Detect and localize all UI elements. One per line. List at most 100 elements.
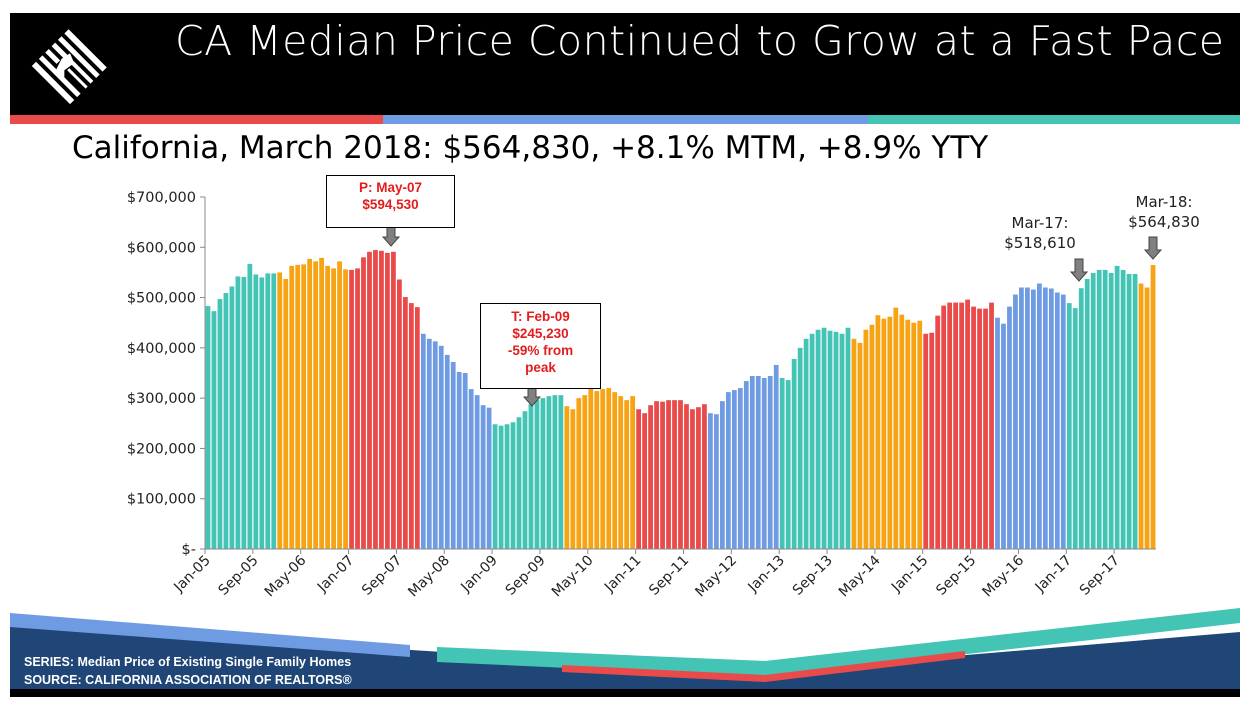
bar-2009-4 (510, 422, 516, 549)
bar-2008-9 (468, 389, 474, 549)
bar-2009-2 (498, 425, 504, 549)
bar-2011-5 (660, 401, 665, 549)
stripe-teal (868, 115, 1240, 124)
bar-2008-1 (420, 333, 426, 549)
bar-2016-10 (1048, 288, 1054, 549)
peak-label: P: May-07 (358, 180, 423, 195)
x-tick-label: Jan-09 (457, 553, 500, 596)
bar-2014-2 (857, 342, 863, 549)
bar-2010-10 (618, 396, 624, 549)
bar-2007-8 (391, 251, 396, 549)
arrow-peak-icon (381, 225, 401, 247)
y-tick-label: $- (182, 542, 196, 558)
bar-2013-6 (809, 333, 815, 549)
bar-2012-12 (773, 364, 779, 549)
mar18-note: Mar-18: $564,830 (1122, 192, 1206, 232)
bar-2014-10 (905, 319, 911, 549)
footer-black-bar (10, 689, 1240, 697)
bar-2017-4 (1084, 278, 1090, 549)
bar-2015-10 (977, 308, 982, 549)
bar-2017-9 (1114, 265, 1120, 549)
bar-2010-6 (594, 391, 600, 549)
chart-subtitle: California, March 2018: $564,830, +8.1% … (72, 130, 989, 166)
bar-2009-6 (522, 411, 528, 549)
bar-2006-1 (277, 272, 283, 549)
bar-2014-6 (881, 318, 887, 549)
x-tick-label: Sep-11 (646, 553, 692, 599)
arrow-mar18-icon (1143, 236, 1163, 260)
y-tick-label: $400,000 (127, 341, 196, 357)
bar-2005-10 (259, 277, 265, 549)
trough-label: T: Feb-09 (511, 309, 570, 324)
bar-2014-5 (875, 315, 881, 549)
trough-change: -59% from (507, 343, 574, 358)
bar-2014-12 (917, 320, 923, 549)
mar18-value: $564,830 (1128, 213, 1200, 231)
bar-2012-1 (708, 413, 713, 549)
y-tick-label: $600,000 (127, 240, 196, 256)
bar-2006-6 (307, 258, 313, 549)
source-note: SOURCE: CALIFORNIA ASSOCIATION OF REALTO… (24, 673, 352, 687)
x-tick-label: May-08 (405, 553, 453, 601)
footer-navy-band (10, 625, 1240, 692)
bar-2007-12 (414, 307, 420, 549)
stripe-blue (383, 115, 868, 124)
slide-title: CA Median Price Continued to Grow at a F… (175, 17, 1225, 65)
bar-2007-5 (373, 250, 378, 550)
bar-2009-12 (558, 395, 564, 549)
arrow-mar17-icon (1069, 258, 1089, 282)
bar-2018-2 (1144, 287, 1150, 549)
series-note: SERIES: Median Price of Existing Single … (24, 655, 352, 669)
bar-2005-2 (211, 311, 217, 549)
trough-value: $245,230 (512, 326, 569, 341)
bar-2006-7 (313, 261, 319, 549)
bar-2008-8 (462, 373, 468, 549)
bar-2007-2 (355, 268, 360, 549)
peak-callout: P: May-07 $594,530 (326, 175, 455, 228)
bar-2012-6 (737, 388, 743, 549)
bar-2013-2 (785, 380, 791, 549)
x-tick-label: May-12 (692, 553, 740, 601)
bar-2016-4 (1013, 294, 1018, 549)
bar-2015-12 (989, 302, 994, 549)
x-tick-label: Sep-07 (359, 553, 405, 599)
mar17-note: Mar-17: $518,610 (1000, 213, 1080, 253)
bar-2015-1 (923, 333, 929, 549)
bar-2006-9 (325, 265, 330, 549)
bar-2009-5 (516, 417, 522, 549)
bar-2013-3 (791, 358, 797, 549)
bar-2005-5 (229, 286, 235, 549)
title-bar: CA Median Price Continued to Grow at a F… (10, 13, 1240, 115)
bar-2006-2 (283, 278, 289, 549)
bar-2015-9 (971, 306, 976, 549)
bar-2009-11 (552, 395, 558, 549)
bar-2012-5 (731, 390, 737, 549)
bar-2013-9 (827, 330, 833, 549)
bar-2014-7 (887, 316, 893, 549)
y-tick-label: $300,000 (127, 391, 196, 407)
bar-2005-12 (271, 273, 277, 549)
y-tick-label: $100,000 (127, 492, 196, 508)
bar-2010-4 (582, 395, 588, 549)
bar-2005-7 (241, 276, 247, 549)
bar-2008-12 (486, 407, 492, 549)
bar-2008-5 (444, 354, 450, 549)
bar-2015-8 (965, 299, 970, 549)
mar18-label: Mar-18: (1135, 193, 1193, 211)
bar-2006-10 (331, 268, 336, 549)
bar-2007-9 (397, 279, 402, 549)
trough-change-suffix: peak (525, 360, 556, 375)
california-realtors-logo (31, 29, 107, 105)
footer-red-stripe (562, 651, 965, 682)
bar-2006-3 (289, 265, 295, 549)
bar-2018-3 (1150, 264, 1156, 549)
bar-2011-7 (672, 400, 677, 549)
bar-2016-7 (1031, 289, 1036, 549)
bar-2015-6 (953, 302, 959, 549)
bar-2011-4 (654, 401, 659, 549)
bar-2015-2 (929, 332, 935, 549)
bar-2006-4 (295, 264, 301, 549)
bar-2012-11 (767, 376, 773, 549)
x-tick-label: Jan-15 (888, 553, 931, 596)
bar-2012-4 (725, 392, 731, 549)
